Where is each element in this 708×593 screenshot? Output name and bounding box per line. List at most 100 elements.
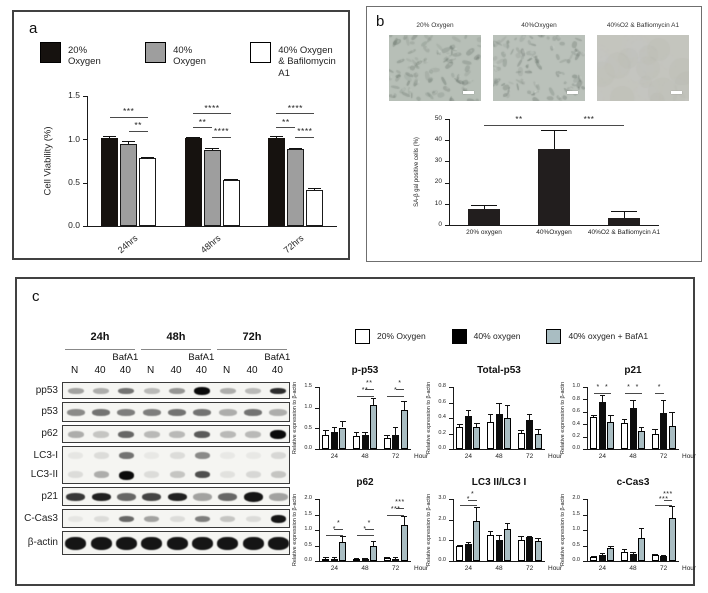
error-bar-cap (331, 557, 338, 559)
x-tick-label: 20% oxygen (466, 229, 502, 236)
error-bar-cap (362, 558, 368, 560)
chart-title: p21 (624, 365, 642, 376)
micrograph-image-20pct (389, 35, 481, 101)
x-tick-label: 24 (330, 453, 338, 460)
bar (330, 558, 338, 561)
x-axis (587, 561, 679, 562)
blot-band (245, 387, 261, 394)
blot-box (62, 446, 290, 484)
bar (621, 551, 628, 561)
x-tick-label: 24 (464, 453, 472, 460)
y-tick-label: 2.0 (438, 516, 446, 523)
panel-c-legend: 20% Oxygen 40% oxygen 40% oxygen + BafA1 (355, 329, 648, 344)
blot-band (92, 408, 110, 416)
error-bar (624, 549, 625, 552)
error-bar-cap (392, 427, 399, 429)
blot-band (90, 536, 112, 550)
y-tick (583, 499, 587, 500)
blot-band (118, 471, 134, 480)
error-bar-cap (370, 540, 377, 542)
y-tick-label: 0.2 (438, 429, 446, 436)
bar (361, 559, 369, 561)
x-tick-label: 48 (629, 453, 637, 460)
y-tick (449, 449, 453, 450)
error-bar (537, 429, 539, 434)
error-bar-cap (591, 415, 597, 417)
chart-title: p62 (356, 477, 374, 488)
blot-band (68, 471, 84, 478)
legend-item: 20% Oxygen (40, 42, 121, 68)
error-bar (610, 415, 612, 422)
p21-chart: p21 Relative expression to β-actin 0.0 0.2 0… (557, 363, 696, 475)
error-bar-cap (353, 432, 360, 434)
error-bar (507, 523, 508, 530)
legend-swatch (451, 329, 467, 344)
sig-label: ** (134, 120, 142, 131)
blot-band (194, 515, 210, 522)
blot-band (191, 536, 213, 550)
x-tick-label: 24hrs (115, 233, 140, 256)
y-tick (315, 514, 319, 516)
blot-band (144, 515, 160, 522)
y-tick-label: 2.0 (304, 495, 312, 502)
x-tick-label: 24 (598, 453, 606, 460)
blot-band (218, 408, 237, 416)
c-cas3-chart: c-Cas3 Relative expression to β-actin 0.0 0… (557, 475, 696, 587)
y-tick-label: 0.4 (572, 420, 580, 427)
sig-label: * (657, 384, 662, 392)
error-bar (467, 542, 469, 544)
bar (400, 410, 408, 449)
y-tick-label: 1.5 (304, 383, 312, 390)
bar (668, 426, 676, 449)
sig-label: **** (287, 102, 303, 113)
error-bar-cap (518, 536, 524, 538)
error-bar (507, 405, 508, 418)
sig-bracket (365, 528, 374, 530)
blot-row-label: C-Cas3 (24, 512, 58, 524)
y-tick (315, 407, 319, 409)
y-tick-label: 1.0 (68, 133, 80, 144)
x-axis (319, 561, 411, 562)
error-bar (342, 421, 344, 428)
error-bar-cap (652, 428, 658, 430)
blot-row-label: p53 (41, 406, 58, 417)
sig-bracket (128, 130, 148, 132)
blot-box (62, 425, 290, 443)
blot-band (169, 452, 185, 459)
error-bar (601, 395, 603, 402)
error-bar-cap (384, 557, 390, 559)
error-bar (403, 401, 405, 411)
y-tick-label: 0.0 (438, 445, 446, 452)
y-tick-label: 1.0 (438, 536, 446, 543)
blot-band (194, 471, 210, 478)
bar (267, 138, 285, 226)
y-tick-label: 0.6 (572, 408, 580, 415)
error-bar-cap (186, 137, 200, 139)
sig-bracket (276, 113, 315, 115)
sig-label: * (398, 380, 402, 388)
error-bar-cap (541, 130, 567, 132)
error-bar-cap (504, 523, 511, 525)
error-bar (601, 553, 603, 556)
blot-band (268, 492, 288, 501)
chart-title: c-Cas3 (616, 477, 650, 488)
error-bar-cap (401, 515, 407, 517)
panel-a-label: a (29, 20, 38, 37)
x-tick-label: 40%O2 & Bafliomycin A1 (587, 229, 661, 236)
error-bar (325, 430, 327, 435)
sig-bracket (593, 393, 603, 395)
bar (504, 418, 511, 449)
y-axis-label: SA-β gal positive cells (%) (414, 137, 420, 207)
x-tick-label: 72 (526, 565, 534, 572)
y-tick (83, 226, 87, 227)
sig-label: *** (395, 498, 405, 506)
y-axis-label: Relative expression to β-actin (560, 381, 566, 455)
y-tick-label: 0.0 (572, 557, 580, 564)
y-tick (449, 402, 453, 404)
legend-label: 40% Oxygen & Bafilomycin A1 (278, 45, 336, 79)
y-tick (583, 449, 587, 450)
blot-lane-label: 40 (119, 365, 131, 376)
bar (638, 431, 645, 449)
blot-band (219, 430, 236, 438)
blot-band (192, 492, 212, 501)
